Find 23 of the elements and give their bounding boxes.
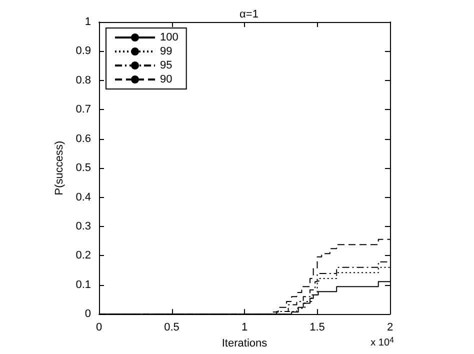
x-tick-label: 0 — [96, 322, 102, 334]
y-tick-label: 0.7 — [76, 104, 91, 116]
y-tick-label: 0.6 — [76, 132, 91, 145]
x-tick-label: 0.5 — [164, 322, 180, 334]
y-tick-label: 0.1 — [76, 278, 91, 291]
y-tick-label: 0.8 — [76, 74, 91, 86]
legend-label: 99 — [160, 46, 172, 58]
legend-label: 100 — [160, 32, 178, 44]
chart-title: α=1 — [240, 8, 258, 20]
x-tick-label: 1 — [241, 322, 248, 334]
legend-label: 90 — [160, 74, 172, 86]
y-axis-title: P(success) — [53, 140, 66, 196]
y-tick-label: 0.5 — [76, 162, 91, 174]
legend-label: 95 — [160, 60, 172, 72]
y-tick-label: 1 — [84, 16, 91, 28]
y-tick-label: 0.2 — [76, 250, 91, 262]
x-tick-label: 1.5 — [310, 322, 325, 334]
y-tick-label: 0.3 — [76, 220, 91, 232]
y-tick-label: 0 — [84, 308, 91, 320]
x-axis-title: Iterations — [222, 338, 268, 350]
x-tick-label: 2 — [386, 322, 394, 334]
y-tick-label: 0.9 — [76, 45, 91, 58]
y-tick-label: 0.4 — [76, 191, 91, 204]
